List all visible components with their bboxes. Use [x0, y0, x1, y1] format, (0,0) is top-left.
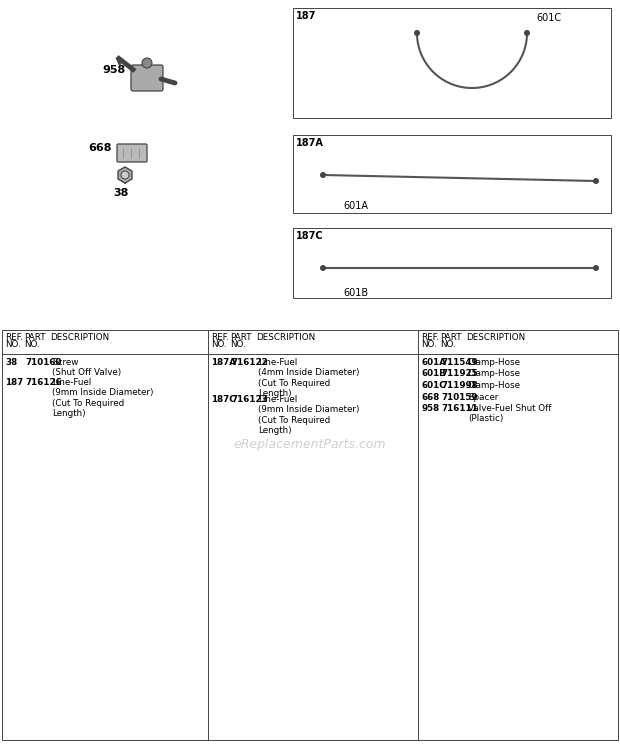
Text: 716111: 716111: [441, 404, 478, 413]
Text: NO.: NO.: [24, 340, 40, 349]
Text: 601C: 601C: [536, 13, 561, 23]
Bar: [2, 330, 618, 740]
Text: Clamp-Hose: Clamp-Hose: [468, 370, 521, 379]
Circle shape: [594, 266, 598, 270]
Text: Line-Fuel
(4mm Inside Diameter)
(Cut To Required
Length): Line-Fuel (4mm Inside Diameter) (Cut To …: [258, 358, 360, 398]
Text: 601A: 601A: [421, 358, 446, 367]
Text: NO.: NO.: [230, 340, 246, 349]
Text: 958: 958: [102, 65, 125, 75]
Text: PART: PART: [230, 333, 252, 342]
Polygon shape: [118, 167, 132, 183]
Text: DESCRIPTION: DESCRIPTION: [466, 333, 525, 342]
Circle shape: [415, 31, 419, 35]
Text: DESCRIPTION: DESCRIPTION: [50, 333, 109, 342]
Text: Clamp-Hose: Clamp-Hose: [468, 381, 521, 390]
Text: REF.: REF.: [421, 333, 439, 342]
Text: 958: 958: [421, 404, 439, 413]
Circle shape: [321, 173, 326, 177]
Text: DESCRIPTION: DESCRIPTION: [256, 333, 315, 342]
Text: 187: 187: [296, 11, 316, 21]
Text: 601A: 601A: [343, 201, 368, 211]
Text: 187C: 187C: [211, 395, 236, 404]
Text: REF.: REF.: [211, 333, 229, 342]
Text: 710160: 710160: [25, 358, 61, 367]
Circle shape: [121, 171, 129, 179]
Text: NO.: NO.: [211, 340, 227, 349]
Text: 187: 187: [5, 378, 24, 387]
Text: Valve-Fuel Shut Off
(Plastic): Valve-Fuel Shut Off (Plastic): [468, 404, 551, 423]
Circle shape: [142, 58, 152, 68]
Text: PART: PART: [440, 333, 462, 342]
Text: Spacer: Spacer: [468, 393, 498, 402]
Text: NO.: NO.: [421, 340, 436, 349]
Text: 716122: 716122: [231, 358, 268, 367]
Text: 710159: 710159: [441, 393, 477, 402]
Bar: [293, 228, 611, 298]
Text: 716123: 716123: [231, 395, 268, 404]
Text: Line-Fuel
(9mm Inside Diameter)
(Cut To Required
Length): Line-Fuel (9mm Inside Diameter) (Cut To …: [258, 395, 360, 435]
Text: NO.: NO.: [5, 340, 20, 349]
Text: 38: 38: [5, 358, 17, 367]
Circle shape: [525, 31, 529, 35]
Text: NO.: NO.: [440, 340, 456, 349]
Text: Line-Fuel
(9mm Inside Diameter)
(Cut To Required
Length): Line-Fuel (9mm Inside Diameter) (Cut To …: [52, 378, 154, 418]
Text: 187C: 187C: [296, 231, 324, 241]
Text: 187A: 187A: [296, 138, 324, 148]
Text: 38: 38: [113, 188, 128, 198]
Text: eReplacementParts.com: eReplacementParts.com: [234, 438, 386, 452]
Text: 716126: 716126: [25, 378, 62, 387]
Text: 711998: 711998: [441, 381, 477, 390]
Text: PART: PART: [24, 333, 46, 342]
Circle shape: [321, 266, 326, 270]
Text: 601C: 601C: [421, 381, 446, 390]
Bar: [293, 135, 611, 213]
Text: REF.: REF.: [5, 333, 23, 342]
Text: 668: 668: [421, 393, 439, 402]
Text: 711549: 711549: [441, 358, 477, 367]
Text: 711925: 711925: [441, 370, 477, 379]
FancyBboxPatch shape: [117, 144, 147, 162]
Text: 668: 668: [88, 143, 112, 153]
Text: 601B: 601B: [343, 288, 368, 298]
Text: Clamp-Hose: Clamp-Hose: [468, 358, 521, 367]
Text: 187A: 187A: [211, 358, 236, 367]
Text: 601B: 601B: [421, 370, 446, 379]
FancyBboxPatch shape: [131, 65, 163, 91]
Bar: [293, 8, 611, 118]
Circle shape: [594, 179, 598, 183]
Text: Screw
(Shut Off Valve): Screw (Shut Off Valve): [52, 358, 122, 377]
